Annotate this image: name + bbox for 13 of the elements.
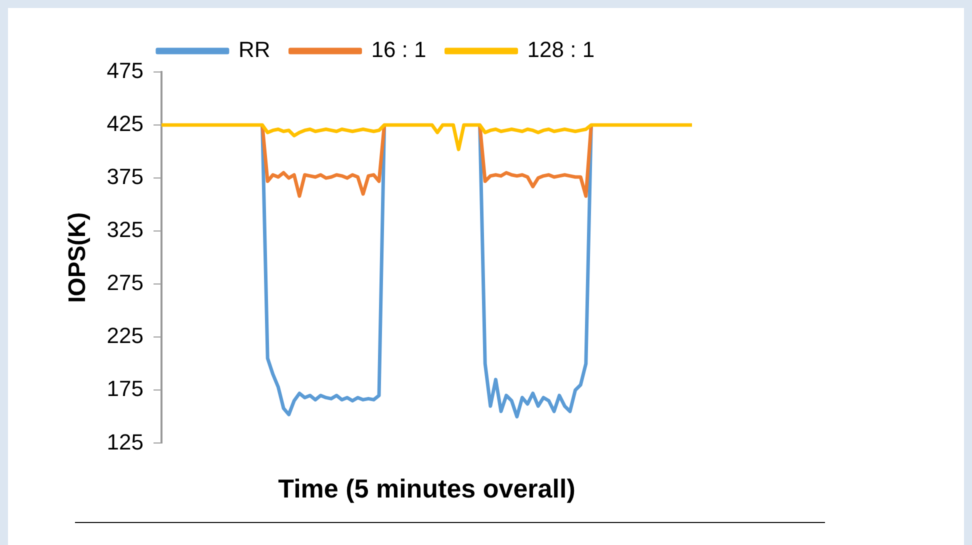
legend-label: 128 : 1: [527, 37, 595, 62]
y-tick-label: 175: [106, 376, 144, 402]
y-tick-label: 325: [106, 217, 144, 242]
y-tick-label: 375: [106, 164, 144, 190]
y-axis-title: IOPS(K): [64, 212, 92, 303]
y-tick-label: 125: [106, 429, 144, 454]
y-tick-label: 425: [106, 111, 144, 136]
legend-label: RR: [238, 37, 270, 62]
y-tick-label: 275: [106, 270, 144, 296]
legend-label: 16 : 1: [371, 37, 426, 62]
y-tick-label: 475: [106, 58, 144, 84]
y-tick-label: 225: [106, 323, 144, 348]
x-axis-title: Time (5 minutes overall): [278, 474, 576, 504]
